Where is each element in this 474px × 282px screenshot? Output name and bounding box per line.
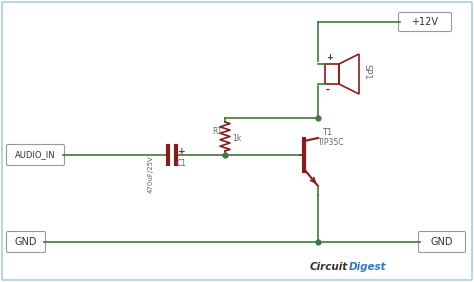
FancyBboxPatch shape: [399, 12, 452, 32]
FancyBboxPatch shape: [7, 144, 64, 166]
Text: T1: T1: [322, 128, 332, 137]
Text: +: +: [326, 53, 333, 62]
Text: +12V: +12V: [411, 17, 438, 27]
Text: Digest: Digest: [349, 262, 387, 272]
FancyBboxPatch shape: [7, 232, 46, 252]
Text: 470uF/25V: 470uF/25V: [148, 155, 154, 193]
Text: SP1: SP1: [363, 64, 372, 80]
Text: +: +: [178, 147, 186, 156]
Text: GND: GND: [431, 237, 453, 247]
Text: -: -: [326, 85, 330, 95]
Text: 1k: 1k: [232, 134, 241, 143]
Bar: [325, 64, 339, 84]
Text: AUDIO_IN: AUDIO_IN: [15, 151, 55, 160]
Text: C1: C1: [177, 159, 187, 168]
Text: Circuit: Circuit: [310, 262, 348, 272]
Text: R1: R1: [212, 127, 222, 136]
Text: TIP35C: TIP35C: [318, 138, 345, 147]
Text: GND: GND: [15, 237, 37, 247]
FancyBboxPatch shape: [419, 232, 465, 252]
